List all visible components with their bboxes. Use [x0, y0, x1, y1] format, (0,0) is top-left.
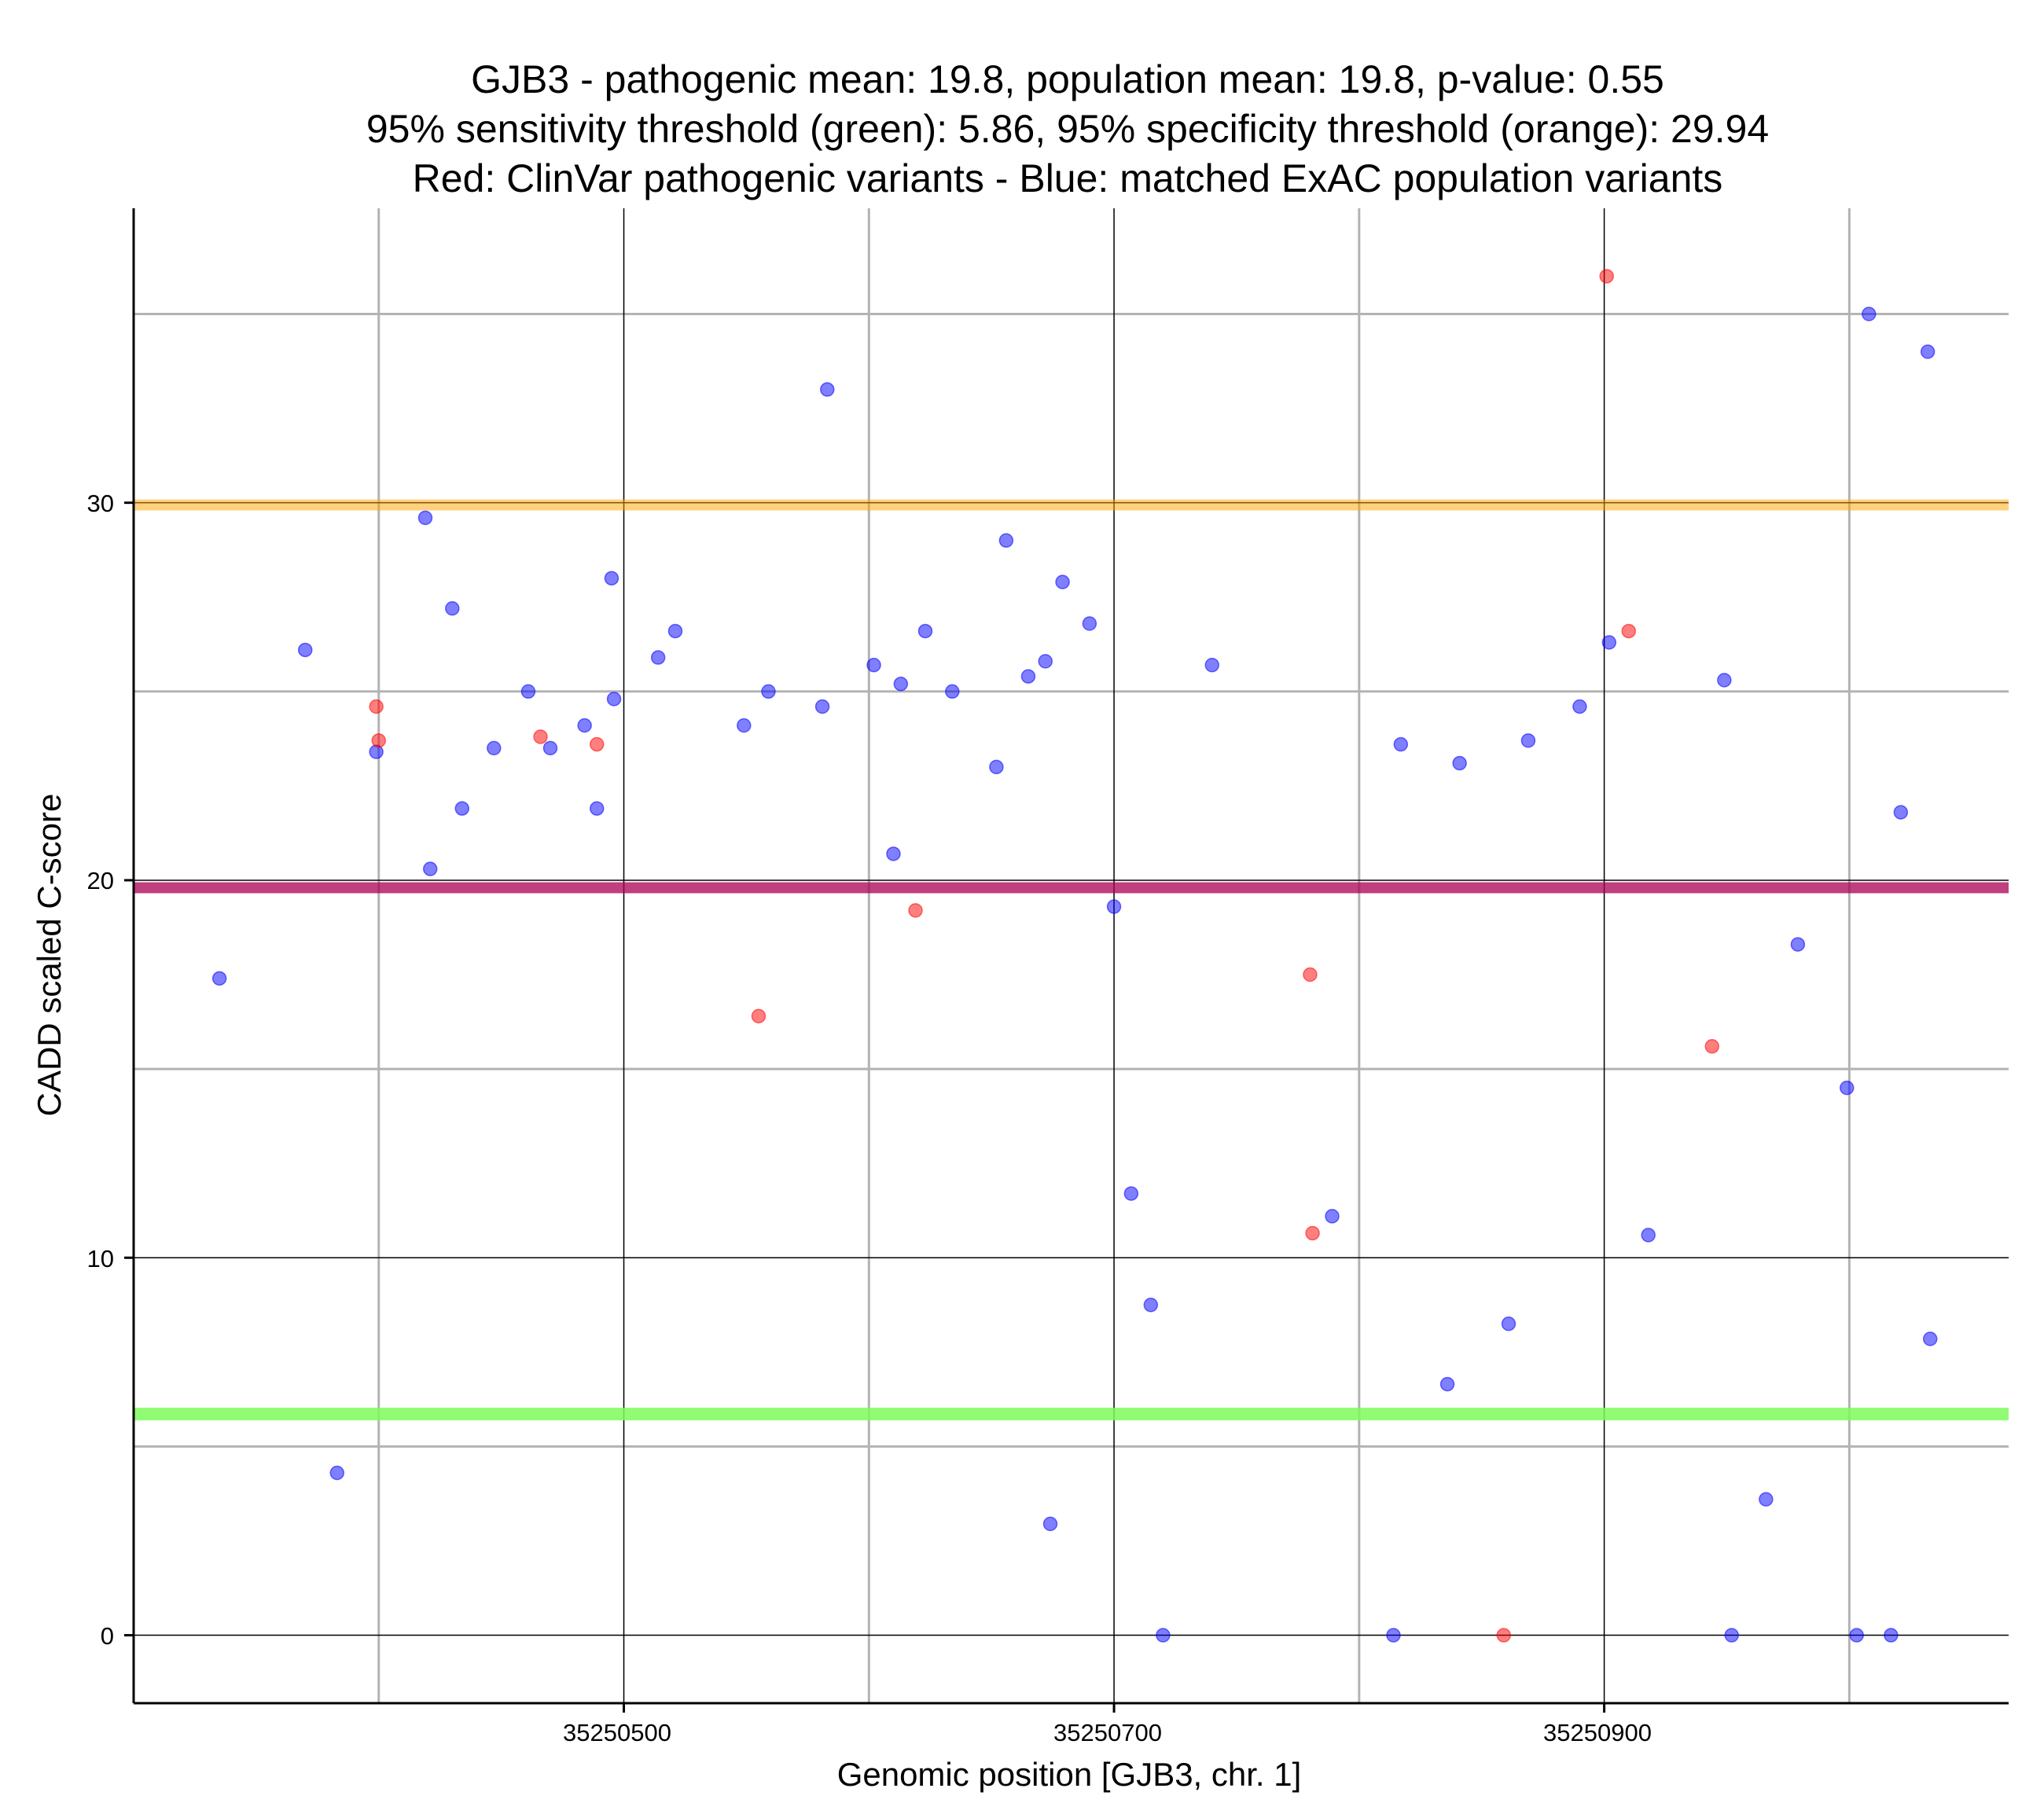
population-point-46: [1601, 635, 1617, 650]
population-point-1: [297, 642, 313, 658]
population-point-49: [1724, 1628, 1739, 1643]
population-point-27: [998, 533, 1014, 548]
pathogenic-point-5: [908, 903, 923, 918]
population-point-39: [1386, 1628, 1401, 1643]
population-point-2: [329, 1465, 345, 1481]
chart-title-line-2: 95% sensitivity threshold (green): 5.86,…: [366, 107, 1769, 151]
population-point-21: [866, 657, 881, 673]
y-tick-label-0: 0: [101, 1622, 114, 1650]
population-point-55: [1884, 1628, 1899, 1643]
chart-title-line-1: GJB3 - pathogenic mean: 19.8, population…: [471, 57, 1664, 101]
pathogenic-point-0: [369, 699, 384, 714]
grid: [134, 208, 2009, 1703]
population-point-13: [604, 571, 619, 586]
x-axis-ticks: [623, 1703, 1606, 1713]
population-point-42: [1452, 755, 1467, 771]
population-point-50: [1759, 1492, 1774, 1507]
population-point-47: [1641, 1228, 1656, 1243]
population-point-51: [1790, 937, 1806, 952]
population-point-40: [1393, 736, 1409, 752]
y-axis-ticks: [124, 501, 134, 1637]
population-point-28: [1020, 669, 1036, 684]
pathogenic-point-4: [751, 1008, 766, 1024]
population-point-43: [1501, 1316, 1516, 1331]
population-point-7: [454, 801, 470, 816]
population-point-53: [1849, 1628, 1864, 1643]
population-point-54: [1862, 307, 1877, 321]
population-point-6: [445, 600, 460, 616]
population-point-36: [1156, 1628, 1171, 1643]
population-point-23: [893, 676, 909, 692]
population-point-37: [1204, 657, 1220, 673]
y-tick-label-1: 10: [87, 1245, 114, 1272]
population-point-9: [520, 684, 536, 700]
population-point-12: [589, 801, 605, 816]
population-point-0: [211, 971, 227, 986]
population-point-4: [417, 510, 433, 526]
population-point-10: [542, 740, 558, 756]
population-point-34: [1123, 1186, 1139, 1201]
population-point-44: [1520, 733, 1536, 748]
y-tick-label-2: 20: [87, 867, 114, 894]
pathogenic-point-6: [1303, 967, 1318, 982]
population-point-33: [1106, 899, 1122, 914]
pathogenic-point-2: [533, 729, 548, 744]
chart-title-line-3: Red: ClinVar pathogenic variants - Blue:…: [413, 156, 1723, 200]
population-point-35: [1143, 1298, 1159, 1313]
population-point-29: [1038, 654, 1053, 669]
x-axis-label: Genomic position [GJB3, chr. 1]: [837, 1756, 1302, 1793]
pathogenic-point-11: [1704, 1039, 1720, 1054]
population-point-8: [487, 740, 502, 756]
population-point-58: [1922, 1331, 1938, 1346]
population-point-56: [1893, 805, 1909, 820]
population-point-45: [1572, 699, 1587, 714]
population-point-18: [761, 684, 776, 700]
population-point-19: [814, 699, 830, 714]
population-point-24: [917, 623, 933, 639]
population-point-31: [1055, 575, 1070, 589]
pathogenic-point-9: [1599, 269, 1614, 284]
pathogenic-point-8: [1496, 1628, 1512, 1643]
population-point-48: [1717, 673, 1732, 688]
population-point-14: [606, 692, 622, 707]
pathogenic-point-7: [1305, 1225, 1320, 1241]
population-point-52: [1839, 1080, 1855, 1096]
population-point-20: [820, 382, 835, 397]
population-point-11: [577, 718, 592, 733]
x-tick-label-2: 35250900: [1543, 1719, 1652, 1746]
population-point-30: [1042, 1516, 1058, 1532]
population-point-17: [737, 718, 752, 733]
threshold-lines: [134, 499, 2009, 1421]
population-point-5: [422, 861, 438, 876]
population-point-16: [667, 623, 683, 639]
data-points: [211, 269, 1938, 1643]
x-tick-label-1: 35250700: [1053, 1719, 1162, 1746]
y-axis-label: CADD scaled C-score: [31, 794, 68, 1117]
population-point-25: [945, 684, 960, 700]
x-tick-label-0: 35250500: [563, 1719, 671, 1746]
pathogenic-point-3: [589, 736, 605, 752]
population-point-22: [886, 846, 901, 861]
population-point-38: [1325, 1209, 1340, 1224]
population-point-15: [650, 650, 666, 665]
population-point-41: [1439, 1376, 1455, 1392]
population-point-26: [989, 759, 1004, 775]
pathogenic-point-1: [371, 733, 387, 748]
population-point-32: [1082, 616, 1097, 631]
y-tick-label-3: 30: [87, 490, 114, 517]
pathogenic-point-10: [1621, 623, 1637, 639]
population-point-57: [1920, 344, 1936, 359]
